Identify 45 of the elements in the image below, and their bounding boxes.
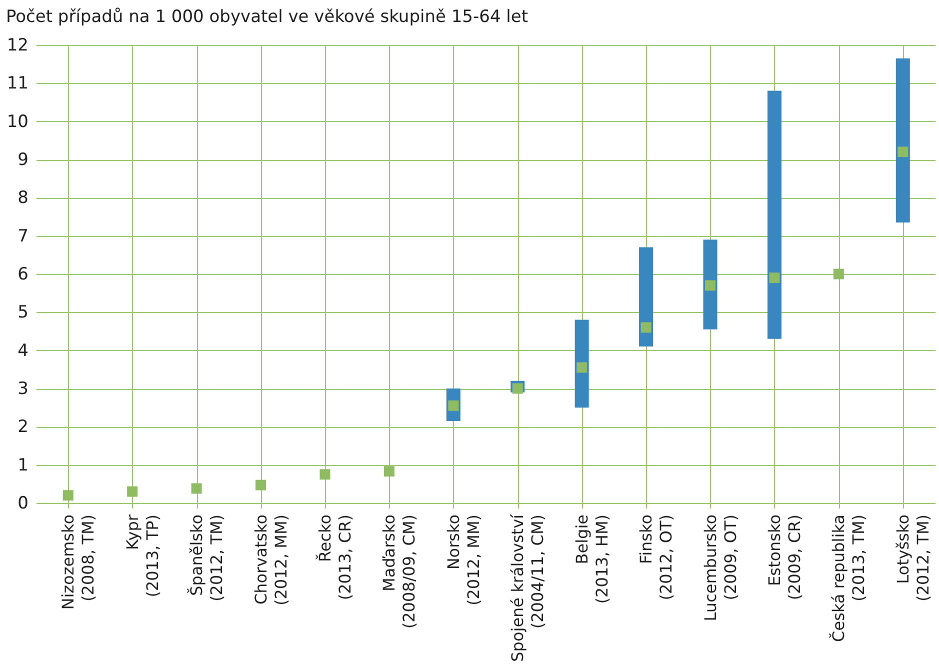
point — [127, 486, 138, 497]
y-tick-label: 1 — [18, 455, 28, 476]
y-tick-label: 10 — [6, 112, 28, 132]
point — [256, 480, 266, 490]
y-tick-label: 11 — [6, 74, 28, 94]
bar — [574, 320, 589, 408]
x-tick-label: Španělsko (2012, TM) — [187, 514, 226, 602]
y-tick-label: 4 — [18, 340, 28, 361]
y-tick-label: 9 — [18, 150, 28, 170]
bar — [703, 240, 718, 330]
x-tick-label: Finsko (2012, OT) — [636, 514, 676, 600]
point — [62, 490, 74, 501]
y-tick-label: 7 — [18, 226, 28, 246]
x-tick-label: Nizozemsko (2008, TM) — [58, 514, 98, 610]
point — [384, 466, 394, 477]
y-tick-label: 5 — [18, 302, 28, 323]
y-tick-label: 12 — [6, 36, 28, 56]
x-tick-label: Česká republika (2013, TM) — [829, 514, 868, 642]
point — [191, 483, 202, 494]
y-tick-label: 2 — [18, 417, 28, 438]
x-tick-label: Maďarsko (2008/09, CM) — [380, 514, 419, 629]
point — [320, 469, 330, 480]
bar — [896, 58, 910, 222]
x-tick-label: Norsko (2012, MM) — [444, 514, 483, 606]
y-tick-label: 3 — [18, 379, 28, 399]
bar — [639, 247, 654, 347]
y-tick-label: 8 — [18, 188, 28, 208]
y-tick-label: 0 — [18, 494, 28, 514]
point — [576, 362, 588, 373]
x-tick-label: Belgie (2013, HM) — [572, 514, 612, 604]
point — [640, 322, 652, 333]
x-tick-label: Chorvatsko (2012, MM) — [251, 514, 290, 606]
x-tick-label: Lucembursko (2009, OT) — [700, 514, 740, 622]
x-tick-label: Kypr (2013, TP) — [122, 514, 162, 598]
point — [833, 268, 844, 280]
x-tick-label: Spojené království (2004/11, CM) — [508, 514, 548, 662]
x-tick-label: Estonsko (2009, CR) — [764, 514, 804, 600]
y-tick-label: 6 — [18, 264, 28, 284]
x-tick-label: Lotyšsko (2012, TM) — [893, 514, 932, 602]
point — [769, 272, 780, 284]
bar — [767, 90, 782, 339]
chart-title: Počet případů na 1 000 obyvatel ve věkové skupině 15-64 let — [6, 7, 528, 27]
point — [898, 146, 908, 158]
x-tick-label: Řecko (2013, CR) — [315, 514, 354, 600]
point — [705, 280, 716, 291]
